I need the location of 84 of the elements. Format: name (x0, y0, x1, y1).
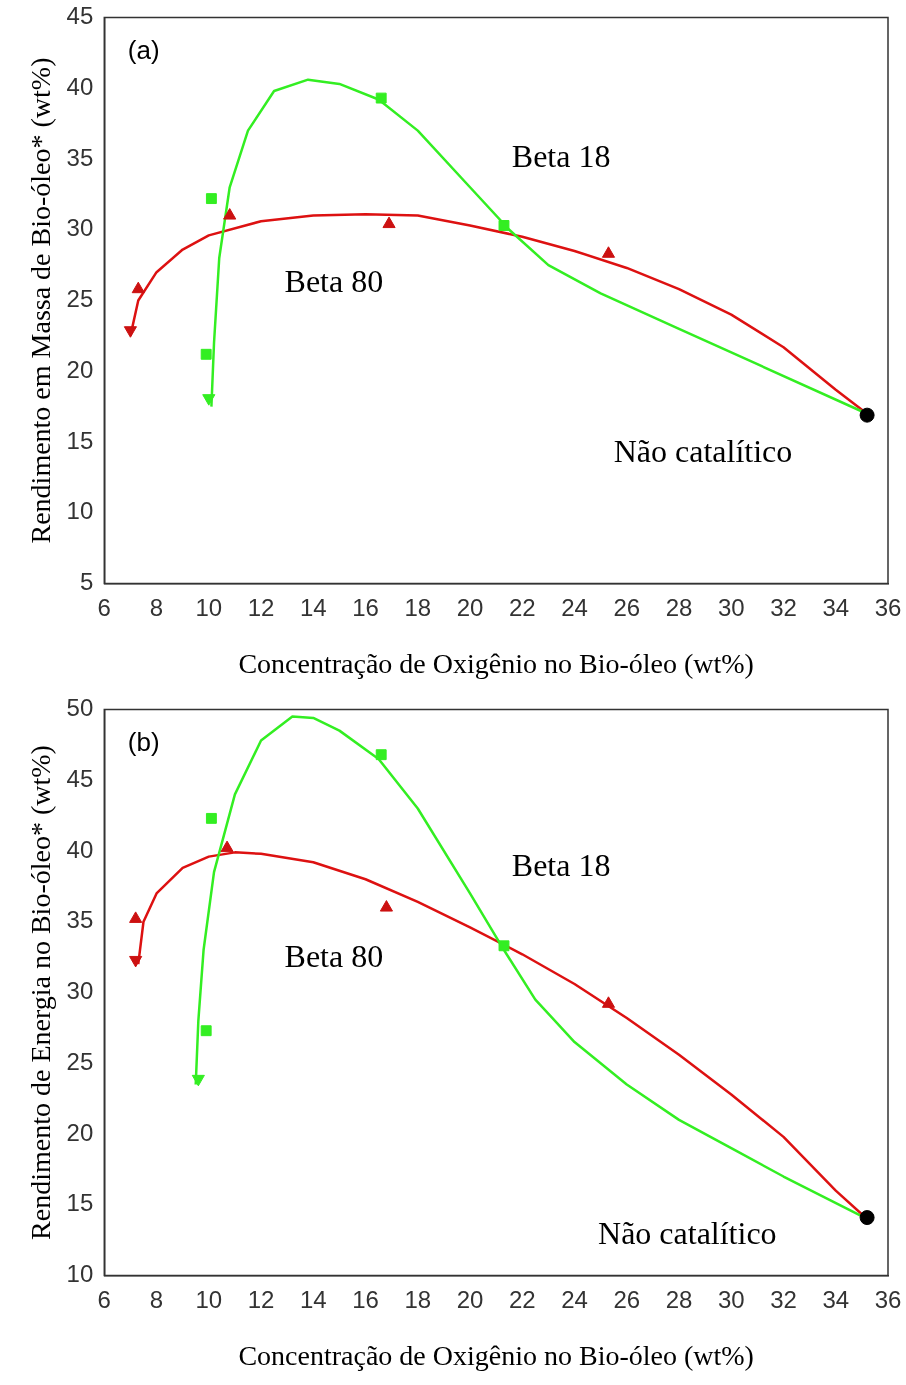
x-tick-label: 14 (299, 1285, 327, 1313)
x-tick-label: 10 (195, 593, 223, 621)
y-tick-label: 50 (66, 694, 94, 722)
y-axis-title: Rendimento em Massa de Bio-óleo* (wt%) (25, 57, 57, 544)
x-tick-label: 14 (299, 593, 327, 621)
x-tick-label: 30 (717, 593, 745, 621)
point (601, 996, 616, 1008)
x-tick-label: 26 (613, 1285, 641, 1313)
point (205, 812, 217, 824)
point (200, 1025, 212, 1037)
x-tick-label: 16 (352, 593, 379, 621)
x-tick-label: 34 (822, 1285, 850, 1313)
point (859, 1210, 875, 1226)
x-tick-label: 26 (613, 593, 641, 621)
y-tick-label: 25 (66, 285, 94, 313)
point (202, 394, 216, 406)
x-tick-label: 36 (874, 593, 902, 621)
point (129, 955, 143, 968)
y-tick-label: 10 (66, 497, 94, 525)
point (220, 840, 234, 853)
point (200, 348, 212, 360)
point (859, 407, 875, 423)
y-tick-label: 20 (66, 1118, 94, 1146)
y-tick-label: 10 (66, 1260, 94, 1288)
y-tick-label: 20 (66, 355, 94, 383)
x-tick-label: 20 (456, 1285, 484, 1313)
y-tick-label: 40 (66, 835, 94, 863)
x-tick-label: 10 (195, 1285, 223, 1313)
x-tick-label: 24 (561, 1285, 588, 1313)
annotation: Beta 18 (511, 847, 611, 884)
y-tick-label: 35 (66, 906, 94, 934)
point (379, 900, 393, 912)
x-tick-label: 20 (456, 593, 484, 621)
y-tick-label: 35 (66, 143, 94, 171)
annotation: Beta 80 (284, 937, 384, 974)
y-tick-label: 30 (66, 977, 94, 1005)
x-tick-label: 18 (404, 593, 432, 621)
x-tick-label: 24 (561, 593, 588, 621)
y-tick-label: 30 (66, 214, 94, 242)
point (191, 1074, 205, 1087)
point (205, 193, 217, 205)
y-tick-label: 25 (66, 1047, 94, 1075)
x-tick-label: 8 (149, 593, 164, 621)
y-axis-title: Rendimento de Energia no Bio-óleo* (wt%) (25, 745, 57, 1240)
y-tick-label: 45 (66, 2, 94, 30)
x-tick-label: 28 (665, 593, 693, 621)
x-tick-label: 32 (770, 593, 797, 621)
point (131, 281, 145, 294)
x-tick-label: 6 (97, 593, 111, 621)
annotation: (a) (127, 34, 160, 65)
annotation: Não catalítico (598, 1215, 777, 1252)
annotation: (b) (127, 726, 160, 757)
x-tick-label: 28 (665, 1285, 693, 1313)
x-tick-label: 30 (717, 1285, 745, 1313)
x-tick-label: 12 (247, 1285, 275, 1313)
x-tick-label: 16 (352, 1285, 379, 1313)
x-tick-label: 12 (247, 593, 275, 621)
annotation: Beta 80 (284, 262, 384, 299)
x-tick-label: 22 (508, 1285, 536, 1313)
x-axis-title: Concentração de Oxigênio no Bio-óleo (wt%) (238, 1339, 754, 1371)
point (601, 246, 616, 258)
x-tick-label: 32 (770, 1285, 797, 1313)
point (498, 220, 510, 231)
x-tick-label: 8 (149, 1285, 164, 1313)
annotation: Não catalítico (613, 432, 793, 469)
x-tick-label: 6 (97, 1285, 111, 1313)
point (382, 216, 396, 229)
y-tick-label: 45 (66, 764, 94, 792)
point (498, 940, 510, 952)
point (123, 326, 137, 338)
y-tick-label: 5 (79, 568, 94, 596)
x-axis-title: Concentração de Oxigênio no Bio-óleo (wt%) (238, 647, 754, 679)
point (223, 208, 237, 220)
x-tick-label: 22 (508, 593, 536, 621)
y-tick-label: 15 (66, 1189, 94, 1217)
point (129, 911, 143, 923)
point (375, 92, 387, 104)
y-tick-label: 15 (66, 426, 94, 454)
x-tick-label: 18 (404, 1285, 432, 1313)
point (375, 749, 387, 761)
x-tick-label: 36 (874, 1285, 902, 1313)
annotation: Beta 18 (511, 138, 611, 175)
x-tick-label: 34 (822, 593, 850, 621)
y-tick-label: 40 (66, 72, 94, 100)
